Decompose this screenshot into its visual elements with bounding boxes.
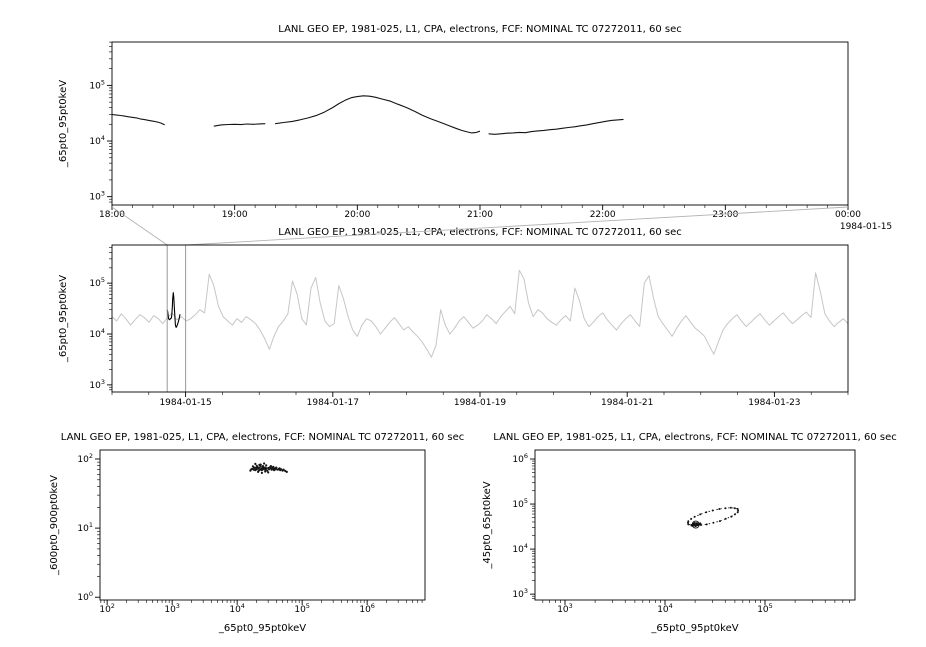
x-tick-label: 1984-01-15	[159, 398, 211, 408]
axes-frame	[534, 449, 856, 601]
y-tick-label: 103	[89, 378, 105, 391]
highlighted-zoom-series	[166, 292, 181, 328]
y-tick-label: 105	[89, 276, 105, 289]
context-flux-series	[111, 269, 849, 358]
y-tick-label: 105	[512, 497, 528, 510]
x-tick-label: 21:00	[467, 210, 493, 220]
y-tick-label: 105	[89, 78, 105, 91]
chart-title: LANL GEO EP, 1981-025, L1, CPA, electron…	[278, 24, 681, 35]
x-tick-label: 1984-01-23	[748, 398, 800, 408]
panel-scatter-600-900: LANL GEO EP, 1981-025, L1, CPA, electron…	[49, 432, 464, 634]
axes-frame	[111, 41, 849, 206]
chart-title: LANL GEO EP, 1981-025, L1, CPA, electron…	[61, 432, 464, 443]
y-tick-label: 103	[512, 587, 528, 600]
x-tick-label: 1984-01-19	[454, 398, 507, 408]
x-tick-label: 23:00	[712, 210, 738, 220]
zoom-connector-right	[185, 206, 849, 246]
axes-frame	[99, 449, 426, 601]
y-axis-label: _65pt0_95pt0keV	[58, 80, 69, 168]
x-tick-label: 19:00	[222, 210, 248, 220]
flux-series-segment	[488, 118, 624, 135]
x-tick-label: 1984-01-21	[601, 398, 653, 408]
x-tick-label: 22:00	[590, 210, 616, 220]
x-tick-label: 00:00	[835, 210, 861, 220]
scatter-points	[249, 462, 288, 474]
panel-context-series: LANL GEO EP, 1981-025, L1, CPA, electron…	[58, 206, 849, 408]
panel-top-zoom-series: LANL GEO EP, 1981-025, L1, CPA, electron…	[58, 24, 892, 232]
y-axis-label: _65pt0_95pt0keV	[58, 275, 69, 363]
flux-series-segment	[111, 113, 165, 126]
axes-frame	[111, 244, 849, 393]
panel-scatter-45-65: LANL GEO EP, 1981-025, L1, CPA, electron…	[482, 432, 897, 634]
x-tick-label: 20:00	[344, 210, 370, 220]
y-tick-label: 103	[89, 190, 105, 203]
x-tick-label: 18:00	[99, 210, 125, 220]
x-axis-label: _65pt0_95pt0keV	[650, 623, 738, 634]
y-tick-label: 104	[89, 134, 105, 147]
x-axis-date-label: 1984-01-15	[840, 222, 892, 232]
y-axis-label: _45pt0_65pt0keV	[482, 481, 493, 569]
chart-title: LANL GEO EP, 1981-025, L1, CPA, electron…	[493, 432, 896, 443]
flux-series-segment	[213, 123, 266, 127]
y-tick-label: 106	[512, 452, 528, 465]
chart-title: LANL GEO EP, 1981-025, L1, CPA, electron…	[278, 227, 681, 238]
y-axis-label: _600pt0_900pt0keV	[49, 475, 60, 576]
zoom-connector-left	[111, 206, 168, 246]
y-tick-label: 102	[77, 452, 93, 465]
cluster-ring-marker	[691, 520, 700, 529]
x-tick-label: 1984-01-17	[307, 398, 359, 408]
y-tick-label: 101	[77, 521, 93, 534]
y-tick-label: 104	[512, 542, 528, 555]
x-axis-label: _65pt0_95pt0keV	[218, 623, 306, 634]
y-tick-label: 104	[89, 327, 105, 340]
flux-series-segment	[275, 95, 481, 134]
scatter-points	[687, 506, 740, 528]
y-tick-label: 100	[77, 590, 93, 603]
